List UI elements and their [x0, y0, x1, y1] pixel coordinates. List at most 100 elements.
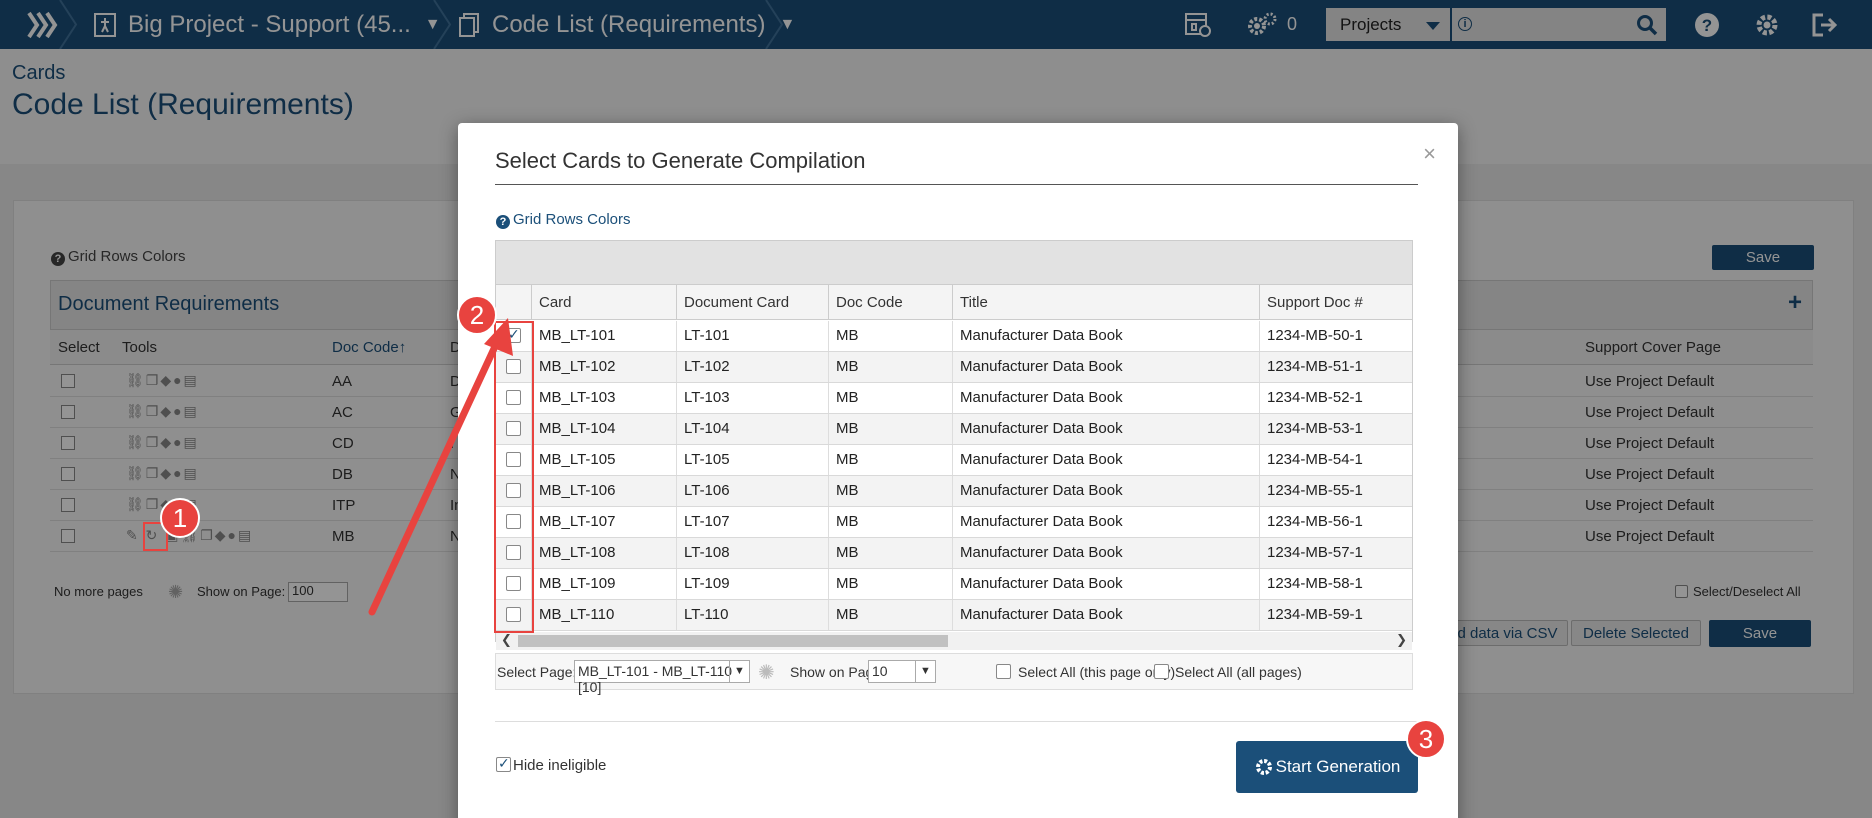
annotation-box-checkboxes [494, 321, 534, 633]
select-deselect-all-label: Select/Deselect All [1693, 584, 1801, 599]
documents-icon [454, 0, 484, 49]
show-on-page-dropdown[interactable]: 10 ▼ [868, 660, 936, 683]
show-on-page-value: 100 [292, 583, 314, 598]
save-button-bottom[interactable]: Save [1709, 620, 1811, 647]
page-title: Code List (Requirements) [12, 88, 354, 121]
cell-title: Manufacturer Data Book [953, 538, 1260, 568]
scroll-left-icon[interactable]: ❮ [501, 632, 512, 647]
cell-title: Manufacturer Data Book [953, 600, 1260, 630]
svg-text:?: ? [1702, 16, 1712, 35]
grid-rows-colors-link[interactable]: ? Grid Rows Colors [51, 248, 186, 266]
settings-gear-icon[interactable] [1750, 0, 1784, 49]
question-icon: ? [51, 252, 65, 266]
cell-title: Manufacturer Data Book [953, 445, 1260, 475]
breadcrumb-codelist[interactable]: Code List (Requirements) ▼ [492, 0, 795, 49]
row-doc-code: AA [332, 373, 353, 390]
modal-grid-rows-colors-link[interactable]: ? Grid Rows Colors [496, 211, 631, 229]
add-plus-icon[interactable]: + [1787, 289, 1802, 316]
cell-doc-code: MB [829, 569, 953, 599]
row-checkbox[interactable] [61, 374, 75, 388]
show-on-page-label: Show on Page: [197, 584, 286, 599]
schedule-icon[interactable] [1180, 0, 1216, 49]
cards-grid-header: Card Document Card Doc Code Title Suppor… [496, 285, 1412, 320]
row-checkbox[interactable] [61, 529, 75, 543]
footer-divider [495, 721, 1418, 722]
select-all-pages-label[interactable]: Select All (all pages) [1175, 664, 1302, 680]
select-deselect-all-checkbox[interactable] [1675, 585, 1688, 598]
select-all-page-label[interactable]: Select All (this page only) [1018, 664, 1176, 680]
row-select-checkbox[interactable] [506, 452, 521, 467]
project-search-input[interactable]: i [1452, 8, 1666, 41]
row-checkbox[interactable] [61, 405, 75, 419]
cell-support-doc: 1234-MB-59-1 [1267, 606, 1363, 623]
col-title[interactable]: Title [953, 285, 1260, 320]
row-tools-icons[interactable]: ⛓❐◆●▤ [126, 434, 199, 450]
cell-support-doc: 1234-MB-50-1 [1267, 327, 1363, 344]
row-checkbox[interactable] [61, 498, 75, 512]
breadcrumb-project[interactable]: Big Project - Support (45... ▼ [128, 0, 441, 49]
no-more-pages: No more pages [54, 584, 143, 599]
close-icon[interactable]: × [1423, 141, 1436, 166]
hide-ineligible-option[interactable]: Hide ineligible [496, 755, 607, 774]
projects-select[interactable]: Projects [1326, 8, 1450, 41]
chevron-down-icon: ▼ [424, 15, 441, 33]
scroll-right-icon[interactable]: ❯ [1396, 632, 1407, 647]
row-tools-icons[interactable]: ⛓❐◆●▤ [126, 403, 199, 419]
select-deselect-all[interactable]: Select/Deselect All [1675, 584, 1801, 599]
col-support-doc[interactable]: Support Doc # [1267, 294, 1363, 311]
page-subtitle[interactable]: Cards [12, 62, 66, 84]
select-page-label: Select Page: [497, 664, 577, 680]
cell-doc-code: MB [829, 414, 953, 444]
hide-ineligible-checkbox[interactable] [496, 755, 511, 772]
cell-support-doc: 1234-MB-57-1 [1267, 544, 1363, 561]
cell-document-card: LT-101 [677, 321, 829, 351]
save-button-top[interactable]: Save [1712, 245, 1814, 270]
row-doc-code: ITP [332, 497, 356, 514]
row-select-checkbox[interactable] [506, 390, 521, 405]
cell-doc-code: MB [829, 476, 953, 506]
row-select-checkbox[interactable] [506, 545, 521, 560]
row-select-checkbox[interactable] [506, 514, 521, 529]
help-icon[interactable]: ? [1690, 0, 1724, 49]
row-select-checkbox[interactable] [506, 607, 521, 622]
table-row[interactable]: MB_LT-107 LT-107 MB Manufacturer Data Book 1… [496, 507, 1412, 538]
select-page-dropdown[interactable]: MB_LT-101 - MB_LT-110 [10] ▼ [574, 660, 750, 695]
search-icon[interactable] [1636, 14, 1658, 36]
cell-select [496, 476, 532, 506]
row-select-checkbox[interactable] [506, 576, 521, 591]
row-checkbox[interactable] [61, 467, 75, 481]
table-row[interactable]: MB_LT-105 LT-105 MB Manufacturer Data Book 1… [496, 445, 1412, 476]
col-doc-code[interactable]: Doc Code [829, 285, 953, 320]
select-all-pages-checkbox[interactable] [1154, 664, 1169, 679]
hide-ineligible-label: Hide ineligible [513, 757, 607, 774]
table-row[interactable]: MB_LT-104 LT-104 MB Manufacturer Data Book 1… [496, 414, 1412, 445]
row-select-checkbox[interactable] [506, 359, 521, 374]
col-checkbox [496, 285, 532, 320]
select-all-page-checkbox[interactable] [996, 664, 1011, 679]
home-chevrons-icon[interactable] [26, 0, 62, 49]
gears-icon[interactable] [1244, 0, 1280, 49]
row-tools-icons[interactable]: ⛓❐◆●▤ [126, 465, 199, 481]
logout-icon[interactable] [1808, 0, 1842, 49]
table-row[interactable]: MB_LT-106 LT-106 MB Manufacturer Data Book 1… [496, 476, 1412, 507]
row-select-checkbox[interactable] [506, 421, 521, 436]
horizontal-scrollbar[interactable]: ❮ ❯ [496, 632, 1412, 650]
table-row[interactable]: MB_LT-108 LT-108 MB Manufacturer Data Book 1… [496, 538, 1412, 569]
row-tools-icons[interactable]: ⛓❐◆●▤ [126, 372, 199, 388]
table-row[interactable]: MB_LT-109 LT-109 MB Manufacturer Data Book 1… [496, 569, 1412, 600]
cell-doc-code: MB [829, 321, 953, 351]
row-select-checkbox[interactable] [506, 483, 521, 498]
delete-selected-button[interactable]: Delete Selected [1571, 620, 1701, 646]
table-row[interactable]: MB_LT-103 LT-103 MB Manufacturer Data Book 1… [496, 383, 1412, 414]
scrollbar-thumb[interactable] [518, 635, 948, 647]
col-card[interactable]: Card [532, 285, 677, 320]
show-on-page-select[interactable]: 100 [288, 582, 348, 602]
start-generation-button[interactable]: Start Generation [1236, 741, 1418, 793]
cell-title: Manufacturer Data Book [953, 352, 1260, 382]
row-checkbox[interactable] [61, 436, 75, 450]
col-document-card[interactable]: Document Card [677, 285, 829, 320]
table-row[interactable]: MB_LT-102 LT-102 MB Manufacturer Data Book 1… [496, 352, 1412, 383]
table-row[interactable]: MB_LT-110 LT-110 MB Manufacturer Data Book 1… [496, 600, 1412, 631]
import-csv-button[interactable]: d data via CSV [1448, 620, 1568, 646]
